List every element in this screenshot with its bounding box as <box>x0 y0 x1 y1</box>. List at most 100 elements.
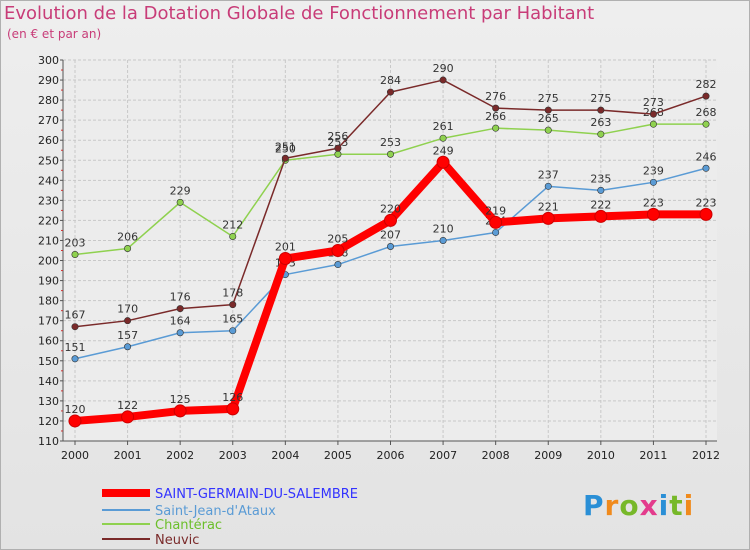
data-label: 253 <box>380 136 401 149</box>
y-tick-label: 210 <box>38 234 59 247</box>
data-point <box>649 120 657 128</box>
data-label: 165 <box>222 313 243 326</box>
data-label: 246 <box>696 150 717 163</box>
x-tick-label: 2000 <box>61 449 89 462</box>
logo-letter: i <box>683 489 695 522</box>
data-label: 122 <box>117 399 138 412</box>
data-point <box>68 414 82 428</box>
data-label: 276 <box>485 90 506 103</box>
y-tick-label: 180 <box>38 295 59 308</box>
data-label: 239 <box>643 164 664 177</box>
legend-label: SAINT-GERMAIN-DU-SALEMBRE <box>155 487 358 502</box>
data-point <box>173 404 187 418</box>
y-tick-label: 170 <box>38 315 59 328</box>
data-label: 237 <box>538 168 559 181</box>
legend-label: Saint-Jean-d'Ataux <box>155 504 276 519</box>
x-tick-label: 2009 <box>534 449 562 462</box>
data-point <box>334 150 342 158</box>
data-label: 284 <box>380 74 401 87</box>
data-point <box>278 252 292 266</box>
y-tick-label: 250 <box>38 154 59 167</box>
data-point <box>649 110 657 118</box>
data-label: 164 <box>170 315 191 328</box>
data-point <box>541 211 555 225</box>
data-label: 266 <box>485 110 506 123</box>
data-point <box>124 343 132 351</box>
data-label: 223 <box>696 196 717 209</box>
y-tick-label: 200 <box>38 255 59 268</box>
x-tick-label: 2003 <box>219 449 247 462</box>
y-tick-label: 120 <box>38 415 59 428</box>
x-tick-label: 2012 <box>692 449 720 462</box>
data-label: 261 <box>433 120 454 133</box>
data-point <box>544 182 552 190</box>
data-label: 268 <box>696 106 717 119</box>
data-label: 249 <box>433 144 454 157</box>
data-point <box>699 207 713 221</box>
data-label: 282 <box>696 78 717 91</box>
data-label: 206 <box>117 230 138 243</box>
data-label: 251 <box>275 140 296 153</box>
data-point <box>229 301 237 309</box>
data-point <box>124 317 132 325</box>
data-point <box>439 134 447 142</box>
x-tick-label: 2007 <box>429 449 457 462</box>
data-label: 223 <box>643 196 664 209</box>
x-tick-label: 2010 <box>587 449 615 462</box>
data-point <box>489 215 503 229</box>
data-label: 263 <box>590 116 611 129</box>
logo-letter: P <box>583 489 605 522</box>
y-tick-label: 280 <box>38 94 59 107</box>
logo-letter: i <box>658 489 670 522</box>
data-label: 222 <box>590 198 611 211</box>
logo-letter: t <box>669 489 684 522</box>
data-point <box>384 213 397 227</box>
data-point <box>226 402 240 416</box>
x-tick-label: 2002 <box>166 449 194 462</box>
logo-letter: r <box>604 489 620 522</box>
y-tick-label: 300 <box>38 54 59 67</box>
data-point <box>124 244 132 252</box>
y-tick-label: 240 <box>38 174 59 187</box>
y-tick-label: 230 <box>38 194 59 207</box>
data-label: 125 <box>170 393 191 406</box>
data-point <box>229 327 237 335</box>
data-label: 203 <box>65 237 86 250</box>
data-point <box>386 150 394 158</box>
data-label: 205 <box>327 233 348 246</box>
chart-subtitle: (en € et par an) <box>7 27 102 41</box>
y-tick-label: 270 <box>38 114 59 127</box>
data-point <box>544 106 552 114</box>
data-point <box>386 88 394 96</box>
data-label: 221 <box>538 200 559 213</box>
data-point <box>386 242 394 250</box>
data-label: 250 <box>275 142 296 155</box>
logo-letter: x <box>639 489 659 522</box>
data-point <box>121 410 135 424</box>
data-label: 273 <box>643 96 664 109</box>
data-label: 178 <box>222 287 243 300</box>
y-tick-label: 130 <box>38 395 59 408</box>
data-point <box>71 323 79 331</box>
data-point <box>649 178 657 186</box>
data-label: 290 <box>433 62 454 75</box>
data-point <box>439 76 447 84</box>
data-label: 201 <box>275 241 296 254</box>
data-point <box>597 186 605 194</box>
y-tick-label: 160 <box>38 335 59 348</box>
data-point <box>492 124 500 132</box>
data-label: 210 <box>433 222 454 235</box>
data-point <box>71 251 79 259</box>
data-label: 265 <box>538 112 559 125</box>
y-tick-label: 140 <box>38 375 59 388</box>
legend-label: Neuvic <box>155 533 199 548</box>
data-label: 120 <box>65 403 86 416</box>
x-tick-label: 2001 <box>114 449 142 462</box>
data-point <box>492 228 500 236</box>
y-tick-label: 150 <box>38 355 59 368</box>
data-label: 170 <box>117 303 138 316</box>
data-point <box>436 155 450 169</box>
data-point <box>702 92 710 100</box>
data-label: 235 <box>590 172 611 185</box>
